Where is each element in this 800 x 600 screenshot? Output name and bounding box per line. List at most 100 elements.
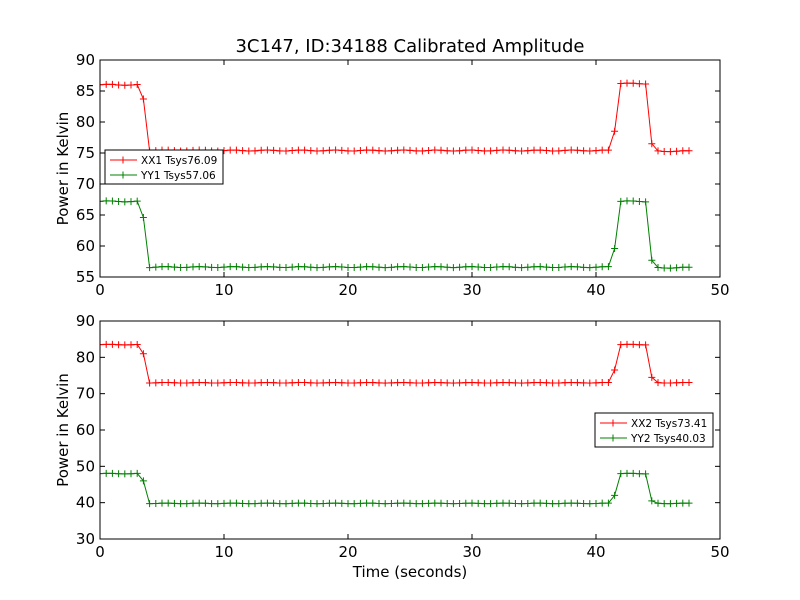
data-point (580, 500, 588, 508)
data-point (685, 263, 693, 271)
data-point (524, 499, 532, 507)
data-point (208, 263, 216, 271)
data-point (536, 263, 544, 271)
data-point (127, 341, 135, 349)
data-point (406, 263, 414, 271)
data-point (226, 379, 234, 387)
data-point (102, 197, 110, 205)
data-point (319, 147, 327, 155)
data-point (319, 263, 327, 271)
data-point (152, 499, 160, 507)
data-point (102, 340, 110, 348)
data-point (542, 147, 550, 155)
data-point (115, 81, 123, 89)
data-point (611, 127, 619, 135)
data-point (406, 499, 414, 507)
data-point (201, 263, 209, 271)
data-point (251, 500, 259, 508)
data-point (332, 263, 340, 271)
data-point (468, 146, 476, 154)
data-point (375, 263, 383, 271)
data-point (344, 500, 352, 508)
data-point (270, 263, 278, 271)
data-point (666, 148, 674, 156)
data-point (623, 469, 631, 477)
data-point (642, 470, 650, 478)
data-point (239, 499, 247, 507)
legend: XX1 Tsys76.09 YY1 Tsys57.06 (104, 149, 224, 185)
y-axis-label: Power in Kelvin (54, 373, 72, 487)
data-point (164, 379, 172, 387)
data-point (276, 147, 284, 155)
data-point (418, 500, 426, 508)
data-point (604, 263, 612, 271)
data-point (164, 263, 172, 271)
data-point (499, 146, 507, 154)
data-point (363, 146, 371, 154)
data-point (660, 264, 668, 272)
data-point (369, 146, 377, 154)
data-point (245, 264, 253, 272)
data-point (561, 146, 569, 154)
data-point (673, 499, 681, 507)
data-point (549, 379, 557, 387)
data-point (245, 379, 253, 387)
data-point (381, 379, 389, 387)
data-point (666, 264, 674, 272)
data-point (170, 499, 178, 507)
data-point (301, 379, 309, 387)
data-point (139, 477, 147, 485)
data-point (462, 263, 470, 271)
data-point (549, 147, 557, 155)
data-point (530, 263, 538, 271)
data-point (282, 264, 290, 272)
data-point (518, 147, 526, 155)
data-point (170, 263, 178, 271)
data-point (685, 499, 693, 507)
data-point (301, 263, 309, 271)
data-point (493, 379, 501, 387)
data-point (685, 379, 693, 387)
data-point (604, 379, 612, 387)
data-point (100, 470, 104, 478)
data-point (462, 499, 470, 507)
data-point (505, 379, 513, 387)
data-point (418, 264, 426, 272)
data-point (307, 499, 315, 507)
data-point (666, 379, 674, 387)
y-tick-label: 75 (76, 144, 95, 162)
data-point (133, 340, 141, 348)
data-point (456, 147, 464, 155)
data-point (660, 500, 668, 508)
data-point (307, 379, 315, 387)
data-point (127, 470, 135, 478)
data-point (561, 379, 569, 387)
y-tick-label: 90 (76, 51, 95, 69)
x-tick-label: 30 (462, 543, 481, 561)
data-point (673, 147, 681, 155)
data-point (561, 499, 569, 507)
data-point (573, 499, 581, 507)
data-point (412, 379, 420, 387)
data-point (282, 147, 290, 155)
legend-marker (609, 434, 617, 442)
data-point (232, 263, 240, 271)
data-point (567, 146, 575, 154)
data-point (387, 263, 395, 271)
x-tick-label: 10 (214, 281, 233, 299)
y-axis-label: Power in Kelvin (54, 112, 72, 226)
data-point (679, 379, 687, 387)
data-point (325, 499, 333, 507)
data-point (456, 500, 464, 508)
data-point (431, 378, 439, 386)
data-point (431, 146, 439, 154)
data-point (660, 379, 668, 387)
data-point (635, 470, 643, 478)
data-point (139, 350, 147, 358)
y-tick-label: 90 (76, 312, 95, 330)
data-point (158, 499, 166, 507)
data-point (400, 499, 408, 507)
data-point (220, 379, 228, 387)
data-point (536, 378, 544, 386)
data-point (177, 500, 185, 508)
